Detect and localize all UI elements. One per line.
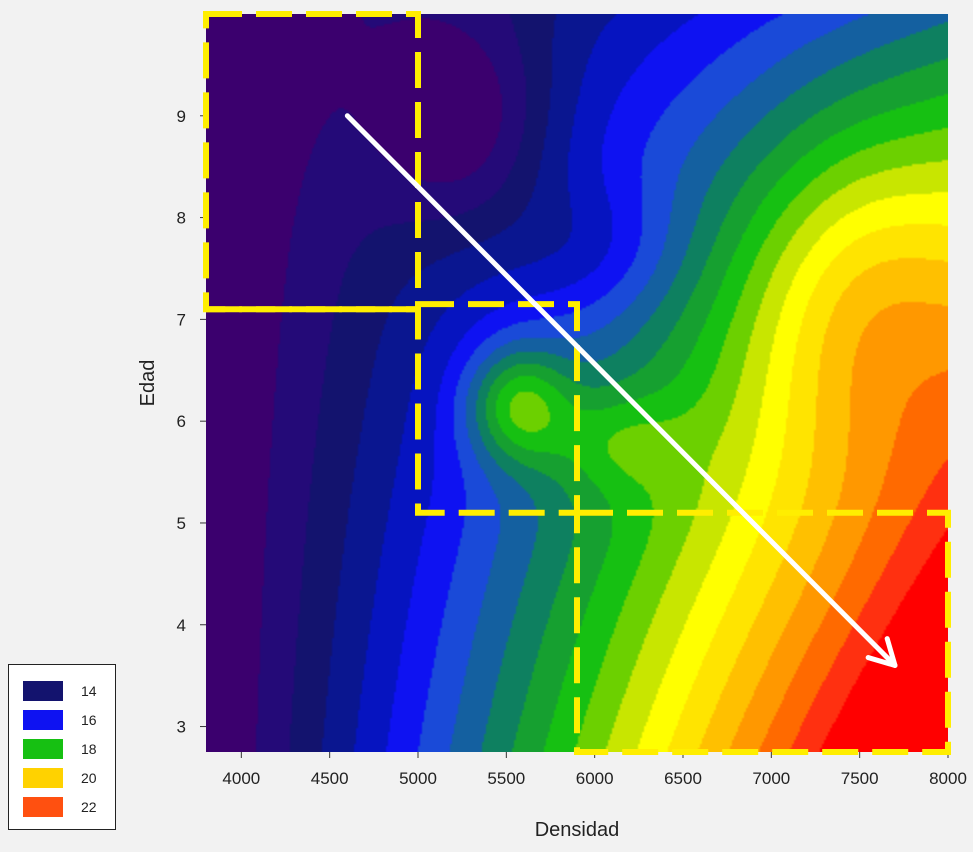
x-tick-label: 6000 bbox=[576, 769, 614, 788]
legend-item-16: 16 bbox=[23, 710, 113, 732]
y-axis-label: Edad bbox=[137, 360, 159, 407]
legend-item-14: 14 bbox=[23, 681, 113, 703]
contour-fill-image bbox=[206, 14, 948, 752]
x-tick-label: 7500 bbox=[841, 769, 879, 788]
legend-swatch bbox=[23, 710, 63, 730]
y-tick-label: 3 bbox=[177, 718, 186, 737]
legend-swatch bbox=[23, 681, 63, 701]
x-tick-label: 5500 bbox=[487, 769, 525, 788]
highlight-region-2 bbox=[415, 301, 580, 516]
x-tick-label: 8000 bbox=[929, 769, 967, 788]
trend-arrow-head bbox=[865, 636, 898, 668]
legend-label: 14 bbox=[81, 683, 97, 699]
highlight-region-3 bbox=[574, 509, 951, 755]
y-tick-label: 9 bbox=[177, 107, 186, 126]
y-tick-label: 7 bbox=[177, 310, 186, 329]
x-axis-label: Densidad bbox=[535, 819, 620, 841]
legend-item-18: 18 bbox=[23, 739, 113, 761]
legend-swatch bbox=[23, 739, 63, 759]
legend-label: 20 bbox=[81, 770, 97, 786]
axes: 4000 4500 5000 5500 6000 6500 7000 7500 8000 3 4 5 6… bbox=[177, 107, 967, 788]
legend-swatch bbox=[23, 768, 63, 788]
y-tick-label: 5 bbox=[177, 514, 186, 533]
x-tick-label: 5000 bbox=[399, 769, 437, 788]
legend-label: 16 bbox=[81, 712, 97, 728]
y-tick-label: 8 bbox=[177, 209, 186, 228]
x-tick-label: 6500 bbox=[664, 769, 702, 788]
y-tick-label: 4 bbox=[177, 616, 186, 635]
legend-item-20: 20 bbox=[23, 768, 113, 790]
legend-label: 22 bbox=[81, 799, 97, 815]
legend: 14 16 18 20 22 bbox=[8, 664, 116, 830]
y-tick-label: 6 bbox=[177, 412, 186, 431]
legend-item-22: 22 bbox=[23, 797, 113, 819]
legend-label: 18 bbox=[81, 741, 97, 757]
annotation-overlay bbox=[203, 11, 951, 755]
contour-surface bbox=[206, 14, 948, 752]
legend-swatch bbox=[23, 797, 63, 817]
x-tick-label: 7000 bbox=[752, 769, 790, 788]
trend-arrow-shaft bbox=[344, 113, 898, 668]
x-tick-label: 4000 bbox=[222, 769, 260, 788]
x-tick-label: 4500 bbox=[311, 769, 349, 788]
